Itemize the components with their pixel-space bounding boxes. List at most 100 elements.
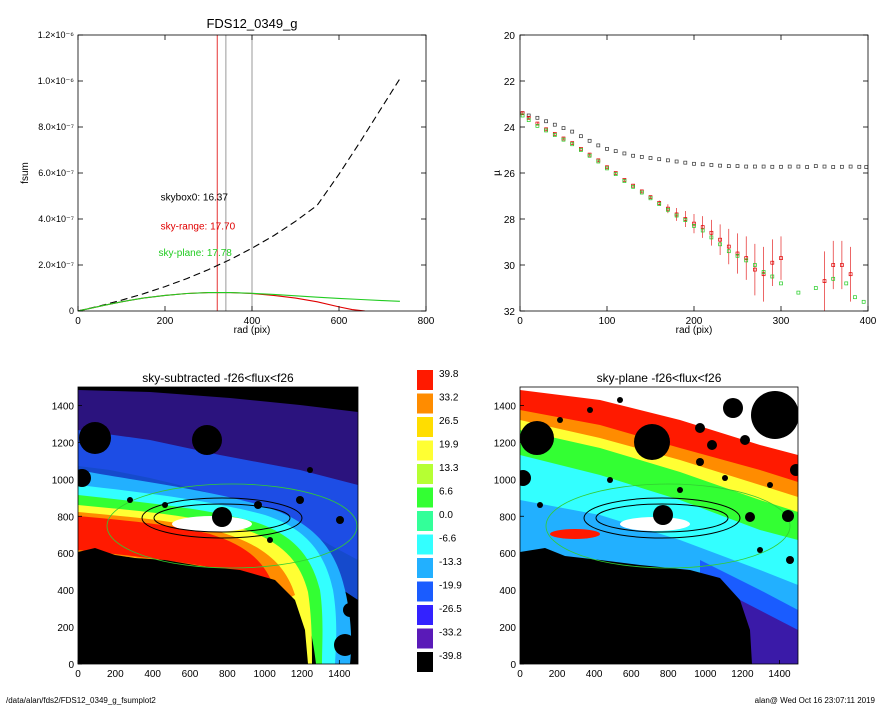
mu-point [639,190,644,195]
mu-point [857,164,862,169]
image-xtick-label: 1200 [731,669,754,680]
mu-point [718,237,722,242]
colorbar-label: 33.2 [439,393,459,404]
fsum-series-line [78,78,401,311]
mu-point [648,196,653,201]
fsum-ytick-label: 6.0×10⁻⁷ [38,168,74,178]
fsum-ticks: 0 200 400 600 800 0 2.0×10⁻⁷ 4.0×10⁻⁷ 6.0×10⁻⁷ 8.… [38,30,435,327]
colorbar-label: 6.6 [439,487,453,498]
mu-point [535,121,540,126]
image-xtick-label: 200 [107,669,124,680]
mu-point [753,263,757,267]
fsum-annotation: sky-plane: 17.78 [158,248,232,259]
fsum-ytick-label: 8.0×10⁻⁷ [38,122,74,132]
mu-xtick-label: 300 [773,316,790,327]
fsum-panel: FDS12_0349_g 0 200 400 600 800 0 2.0×10⁻⁷ 4.0×1… [20,16,435,336]
mu-point [639,155,644,159]
fsum-annotation: skybox0: 16.37 [161,193,229,204]
image-xtick-label: 1400 [768,669,791,680]
mu-point [570,142,575,147]
image-ytick-label: 1400 [494,401,517,412]
mu-point [770,164,775,169]
mu-point [831,263,836,267]
image-xtick-label: 600 [623,669,640,680]
mu-point [718,242,722,247]
mu-point [692,221,696,226]
mu-point [535,123,540,128]
mu-point [622,179,627,183]
fsum-xlabel: rad (pix) [234,325,271,336]
mu-point [735,253,740,258]
mu-point [605,166,609,171]
mu-point [683,218,688,222]
colorbar-label: -19.9 [439,581,462,592]
colorbar-swatch [417,534,433,555]
image-xtick-label: 800 [660,669,677,680]
image-xtick-label: 0 [75,669,81,680]
fsum-series [78,78,401,311]
mu-point [520,113,525,118]
mu-point [596,143,601,148]
mu-point [770,260,775,265]
mu-point [700,225,705,229]
fsum-ytick-label: 2.0×10⁻⁷ [38,260,74,270]
sky-subtracted-frame [77,386,359,665]
sky-plane-ticks: 0 200 400 600 800 1000 1200 1400 0 200 400 600 800 10… [494,401,791,680]
mu-point [692,224,696,228]
fsum-xtick-label: 800 [418,316,435,327]
mu-point [561,126,566,131]
mu-point [831,165,836,169]
mu-point [700,162,705,167]
mu-ytick-label: 26 [504,169,516,180]
mu-point [813,286,818,290]
mu-point [753,164,757,169]
fsum-annotation: sky-range: 17.70 [161,221,236,232]
mu-ytick-label: 20 [504,31,516,42]
image-xtick-label: 800 [219,669,236,680]
fsum-ylabel: fsum [20,162,31,184]
mu-ytick-label: 22 [504,77,516,88]
colorbar-label: 0.0 [439,510,453,521]
colorbar-swatch [417,558,433,578]
mu-point [735,251,740,256]
mu-point [779,256,783,260]
mu-point [657,202,662,206]
mu-ylabel: µ [492,170,503,176]
image-ytick-label: 1200 [52,438,75,449]
image-ytick-label: 600 [57,549,74,560]
colorbar-swatch [417,581,433,602]
mu-point [709,230,714,235]
mu-point [861,299,866,304]
mu-point [735,164,740,168]
mu-point [631,153,635,158]
mu-point [520,111,525,116]
colorbar-label: -33.2 [439,628,462,639]
colorbar-swatch [417,393,433,414]
sky-plane-image [520,387,798,664]
image-xtick-label: 600 [182,669,199,680]
image-ytick-label: 400 [499,586,516,597]
mu-series [520,111,868,311]
image-xtick-label: 1000 [254,669,277,680]
colorbar-swatch [417,511,433,531]
mu-point [587,153,592,158]
mu-point [787,164,792,169]
image-ytick-label: 1000 [494,475,517,486]
mu-point [822,279,827,283]
mu-point [709,163,714,167]
mu-point [831,276,836,281]
colorbar-label: 26.5 [439,416,459,427]
mu-point [666,158,670,163]
mu-point [587,138,592,143]
sky-subtracted-panel: sky-subtracted -f26<flux<f26 [52,371,359,680]
mu-point [544,128,548,133]
image-xtick-label: 1400 [328,669,351,680]
colorbar-label: -13.3 [439,557,462,568]
mu-point [726,249,731,254]
mu-point [753,267,757,272]
colorbar-swatch [417,628,433,649]
fsum-annotations: skybox0: 16.37 sky-range: 17.70 sky-plane:… [158,193,235,259]
image-xtick-label: 200 [549,669,566,680]
mu-point [840,164,844,169]
mu-point [864,165,868,169]
